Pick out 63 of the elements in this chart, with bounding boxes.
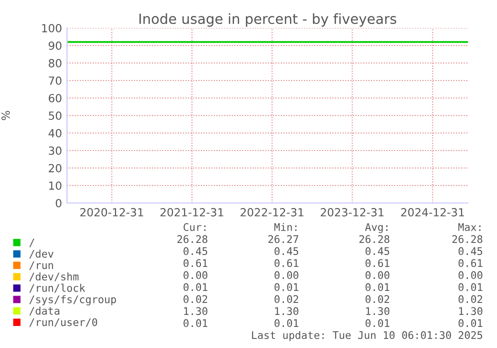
text: 0.01 [366, 319, 390, 328]
x-tick-label: 2022-12-31 [240, 208, 304, 216]
text: Last update: Tue Jun 10 06:01:30 2025 [252, 330, 482, 342]
y-tick-label: 80 [48, 58, 62, 68]
text: 0.01 [366, 283, 390, 292]
x-tick-label: 2021-12-31 [160, 208, 224, 216]
text: Avg: [365, 223, 388, 234]
chart-title: Inode usage in percent - by fiveyears [139, 13, 396, 27]
text: 0.01 [458, 283, 482, 292]
x-tick-label: 2024-12-31 [401, 208, 464, 216]
y-tick-label: 20 [48, 164, 62, 172]
text: 0.61 [184, 259, 208, 268]
text: 0.02 [184, 295, 208, 304]
text: 0.61 [366, 259, 390, 268]
text: 0.00 [366, 271, 390, 280]
text: 26.27 [268, 235, 298, 244]
legend-label: /data [29, 306, 60, 316]
legend-label: /run/lock [29, 284, 86, 293]
legend-label: /run [29, 261, 53, 270]
x-tick-label: 2023-12-31 [320, 208, 384, 216]
y-tick-label: 40 [48, 128, 62, 138]
text: 1.30 [366, 307, 390, 316]
y-tick-label: 100 [42, 24, 62, 32]
text: 26.28 [177, 235, 208, 244]
text: 26.28 [452, 235, 482, 244]
text: 0.61 [274, 259, 298, 268]
legend-label: /dev/shm [29, 272, 79, 282]
text: 0.45 [184, 247, 208, 256]
text: 0.01 [458, 319, 482, 328]
text: 0.00 [184, 271, 208, 280]
text: 0.45 [458, 247, 482, 256]
text: 0.01 [184, 319, 208, 328]
text: Min: [274, 222, 296, 231]
text: 0.02 [458, 295, 482, 304]
text: Cur: [184, 223, 206, 232]
y-tick-label: 50 [48, 111, 62, 120]
y-tick-label: 60 [48, 94, 62, 102]
legend-label: /run/user/0 [29, 318, 98, 327]
y-tick-label: 10 [49, 181, 62, 190]
text: 26.28 [359, 235, 390, 244]
y-tick-label: 30 [48, 146, 62, 155]
text: 0.02 [366, 295, 390, 304]
legend-label: / [29, 238, 34, 248]
y-tick-label: 90 [48, 41, 62, 50]
text: 0.02 [274, 295, 298, 304]
legend-label: /dev [29, 250, 54, 259]
text: 0.01 [274, 283, 298, 292]
text: 0.01 [184, 283, 208, 292]
text: 0.00 [274, 271, 298, 280]
text: 1.30 [275, 307, 298, 316]
text: 0.45 [366, 247, 390, 256]
y-tick-label: 70 [48, 76, 62, 85]
text: 1.30 [459, 307, 482, 316]
text: 1.30 [184, 307, 208, 316]
y-tick-label: 0 [56, 198, 62, 208]
y-axis-title: % [1, 110, 10, 120]
text: 0.61 [458, 259, 482, 268]
x-tick-label: 2020-12-31 [80, 208, 144, 216]
text: Max: [458, 223, 480, 232]
text: 0.00 [458, 271, 482, 280]
text: 0.01 [274, 319, 298, 328]
text: 0.45 [274, 247, 298, 256]
legend-label: /sys/fs/cgroup [29, 295, 116, 306]
